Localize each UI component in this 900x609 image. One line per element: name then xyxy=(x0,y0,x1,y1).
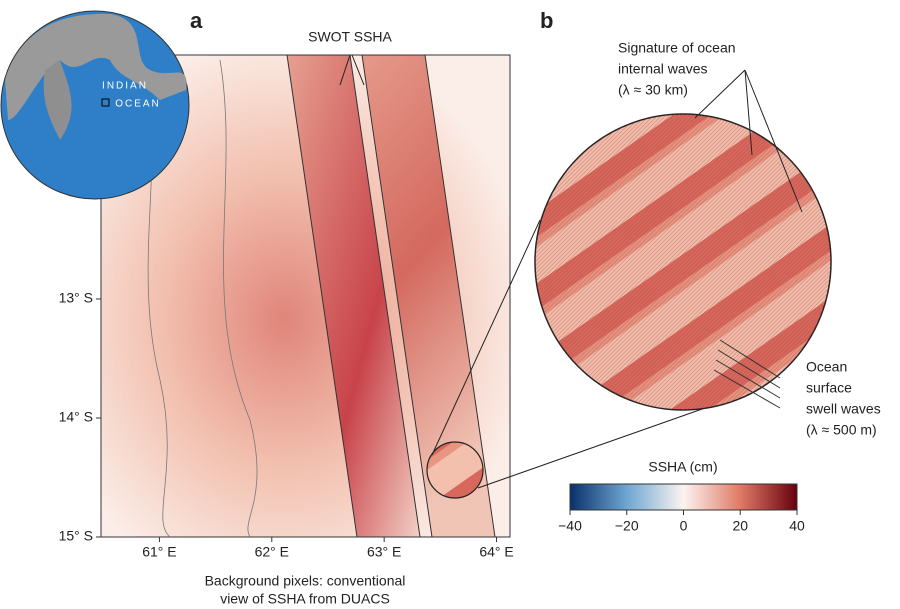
x-tick-label: 61° E xyxy=(142,544,176,560)
swot-swath xyxy=(361,54,496,538)
y-tick-label: 15° S xyxy=(59,528,93,544)
annotation: (λ ≈ 30 km) xyxy=(618,82,688,98)
region-box xyxy=(101,98,110,107)
annotation: Signature of ocean xyxy=(618,40,736,56)
annotation: surface xyxy=(806,380,852,396)
swot-swath xyxy=(286,54,421,538)
zoom-line xyxy=(477,407,706,489)
x-tick-label: 62° E xyxy=(255,544,289,560)
panel-label: b xyxy=(540,8,553,33)
swell-texture xyxy=(535,114,831,410)
y-tick-label: 13° S xyxy=(59,290,93,306)
colorbar-tick-label: −20 xyxy=(615,518,639,534)
zoom-circle xyxy=(426,441,484,499)
land xyxy=(5,13,187,120)
x-tick-label: 63° E xyxy=(367,544,401,560)
annotation: (λ ≈ 500 m) xyxy=(806,422,877,438)
annotation-arrow xyxy=(713,339,781,409)
annotation: swell waves xyxy=(806,401,881,417)
colorbar-tick-label: −40 xyxy=(558,518,582,534)
caption: Background pixels: conventional xyxy=(205,573,406,589)
swell-lines xyxy=(535,114,831,410)
caption: view of SSHA from DUACS xyxy=(220,591,390,607)
annotation: Ocean xyxy=(806,359,847,375)
colorbar-tick-label: 0 xyxy=(680,518,688,534)
colorbar-tick-label: 40 xyxy=(789,518,805,534)
swath-arrow xyxy=(339,54,365,86)
y-tick-label: 14° S xyxy=(59,409,93,425)
swath-label: SWOT SSHA xyxy=(308,29,392,45)
annotation-arrow xyxy=(694,69,803,213)
zoom-line xyxy=(431,219,541,456)
colorbar xyxy=(569,483,798,511)
zoom-view xyxy=(534,113,832,411)
panel-label: a xyxy=(190,8,203,33)
annotation: internal waves xyxy=(618,61,708,77)
colorbar-title: SSHA (cm) xyxy=(648,459,717,475)
ocean-label: INDIAN xyxy=(102,81,148,92)
ocean-label: OCEAN xyxy=(115,99,161,110)
colorbar-tick-label: 20 xyxy=(732,518,748,534)
land xyxy=(43,60,72,140)
globe-inset: INDIAN OCEAN xyxy=(0,10,190,200)
x-tick-label: 64° E xyxy=(479,544,513,560)
